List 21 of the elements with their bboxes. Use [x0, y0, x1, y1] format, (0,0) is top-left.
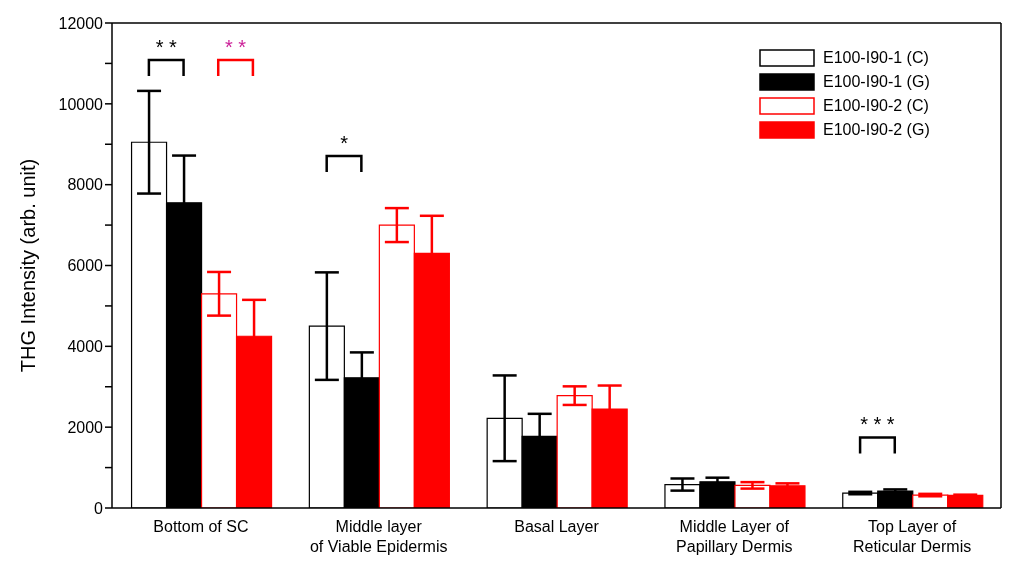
y-tick-label: 12000: [58, 14, 104, 32]
y-tick-label: 6000: [67, 257, 104, 275]
y-tick-label: 8000: [67, 176, 104, 194]
legend-label: E100-I90-1 (C): [823, 49, 929, 67]
y-tick-label: 0: [94, 499, 104, 517]
annotation: * *: [225, 36, 247, 58]
y-tick-label: 2000: [67, 418, 104, 436]
y-axis-title: THG Intensity (arb. unit): [17, 158, 40, 373]
x-tick-label: Middle Layer of Papillary Dermis: [676, 518, 793, 555]
annotation: * *: [155, 36, 178, 58]
legend-label: E100-I90-1 (G): [823, 73, 930, 91]
legend-label: E100-I90-2 (C): [823, 97, 929, 115]
legend-label: E100-I90-2 (G): [823, 121, 930, 139]
annotation: * * *: [860, 413, 895, 436]
x-tick-label: Top Layer of Reticular Dermis: [852, 518, 972, 555]
x-tick-label: Middle layer of Viable Epidermis: [309, 518, 448, 555]
x-tick-label: Basal Layer: [514, 518, 600, 535]
annotation: *: [340, 132, 349, 155]
y-tick-label: 4000: [67, 338, 104, 356]
y-tick-label: 10000: [58, 95, 104, 113]
x-tick-label: Bottom of SC: [153, 518, 249, 535]
